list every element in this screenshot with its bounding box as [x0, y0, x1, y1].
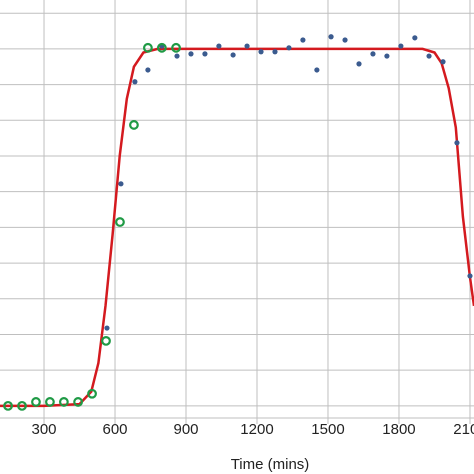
x-tick-label: 1800: [382, 421, 415, 438]
dot-point: [104, 325, 110, 331]
ring-point: [115, 217, 125, 227]
dot-point: [398, 43, 404, 49]
x-tick-label: 2100: [453, 421, 474, 438]
ring-point: [101, 335, 111, 346]
ring-point: [87, 388, 97, 399]
x-axis-label: Time (mins): [231, 456, 310, 473]
dot-point: [286, 45, 292, 51]
ring-point: [17, 400, 27, 411]
x-tick-label: 300: [32, 421, 57, 438]
dot-point: [342, 37, 348, 43]
dot-point: [300, 37, 306, 43]
dot-point: [370, 51, 376, 57]
dot-point: [467, 273, 473, 279]
dot-point: [188, 51, 194, 57]
dot-point: [314, 67, 320, 73]
dot-point: [174, 53, 180, 59]
x-tick-label: 600: [102, 421, 127, 438]
ring-point: [73, 397, 83, 407]
dot-point: [384, 53, 390, 59]
dot-point: [412, 35, 418, 41]
dot-point: [216, 43, 222, 49]
dot-point: [202, 51, 208, 57]
dot-point: [272, 49, 278, 55]
dot-point: [230, 52, 236, 58]
ring-point: [171, 42, 181, 53]
dot-point: [258, 49, 264, 55]
ring-point: [156, 42, 167, 53]
dot-point: [145, 67, 151, 73]
ring-point: [58, 397, 69, 407]
x-tick-label: 900: [173, 421, 198, 438]
dot-point: [440, 59, 446, 65]
ring-point: [31, 397, 41, 407]
dot-point: [356, 61, 362, 67]
ring-point: [45, 397, 55, 407]
dot-point: [244, 43, 250, 49]
dot-point: [118, 181, 124, 187]
dot-point: [426, 53, 432, 59]
dot-point: [328, 34, 334, 40]
ring-point: [3, 400, 13, 411]
x-tick-label: 1200: [240, 421, 273, 438]
dot-point: [454, 140, 460, 146]
ring-point: [143, 42, 153, 53]
ring-point: [129, 120, 139, 130]
x-tick-label: 1500: [311, 421, 344, 438]
dot-point: [132, 79, 138, 85]
